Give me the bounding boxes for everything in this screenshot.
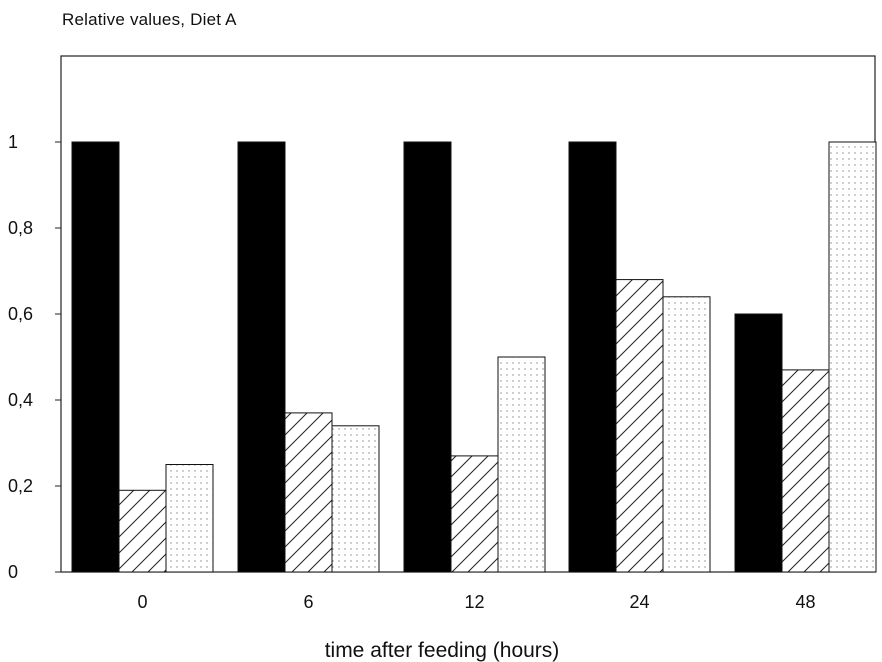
y-tick-label: 1 bbox=[8, 132, 18, 152]
y-tick-label: 0 bbox=[8, 562, 18, 582]
bar-solid-6 bbox=[237, 141, 286, 573]
bar-solid-12 bbox=[403, 141, 452, 573]
y-tick-label: 0,8 bbox=[8, 218, 33, 238]
bar-solid-24 bbox=[568, 141, 617, 573]
bar-dotted-24 bbox=[662, 296, 711, 573]
x-axis-ticks: 0 6 12 24 48 bbox=[137, 592, 815, 612]
chart-title: Relative values, Diet A bbox=[62, 10, 237, 29]
x-tick-label: 6 bbox=[303, 592, 313, 612]
bar-solid-0 bbox=[71, 141, 120, 573]
bar-dotted-48 bbox=[828, 141, 877, 573]
bar-hatched-6 bbox=[284, 412, 333, 573]
bar-dotted-12 bbox=[497, 356, 546, 573]
bar-solid-48 bbox=[734, 313, 783, 573]
x-tick-label: 24 bbox=[629, 592, 649, 612]
bar-dotted-0 bbox=[165, 464, 214, 573]
x-tick-label: 48 bbox=[795, 592, 815, 612]
bars-layer bbox=[71, 141, 877, 573]
bar-hatched-12 bbox=[450, 455, 499, 573]
y-tick-label: 0,6 bbox=[8, 304, 33, 324]
bar-hatched-0 bbox=[118, 489, 167, 573]
y-tick-label: 0,2 bbox=[8, 476, 33, 496]
bar-hatched-48 bbox=[781, 369, 830, 573]
y-axis-ticks: 0 0,2 0,4 0,6 0,8 1 bbox=[8, 132, 61, 582]
y-tick-label: 0,4 bbox=[8, 390, 33, 410]
x-axis-title: time after feeding (hours) bbox=[325, 639, 560, 662]
bar-dotted-6 bbox=[331, 425, 380, 573]
bar-hatched-24 bbox=[615, 279, 664, 573]
x-tick-label: 0 bbox=[137, 592, 147, 612]
x-tick-label: 12 bbox=[464, 592, 484, 612]
